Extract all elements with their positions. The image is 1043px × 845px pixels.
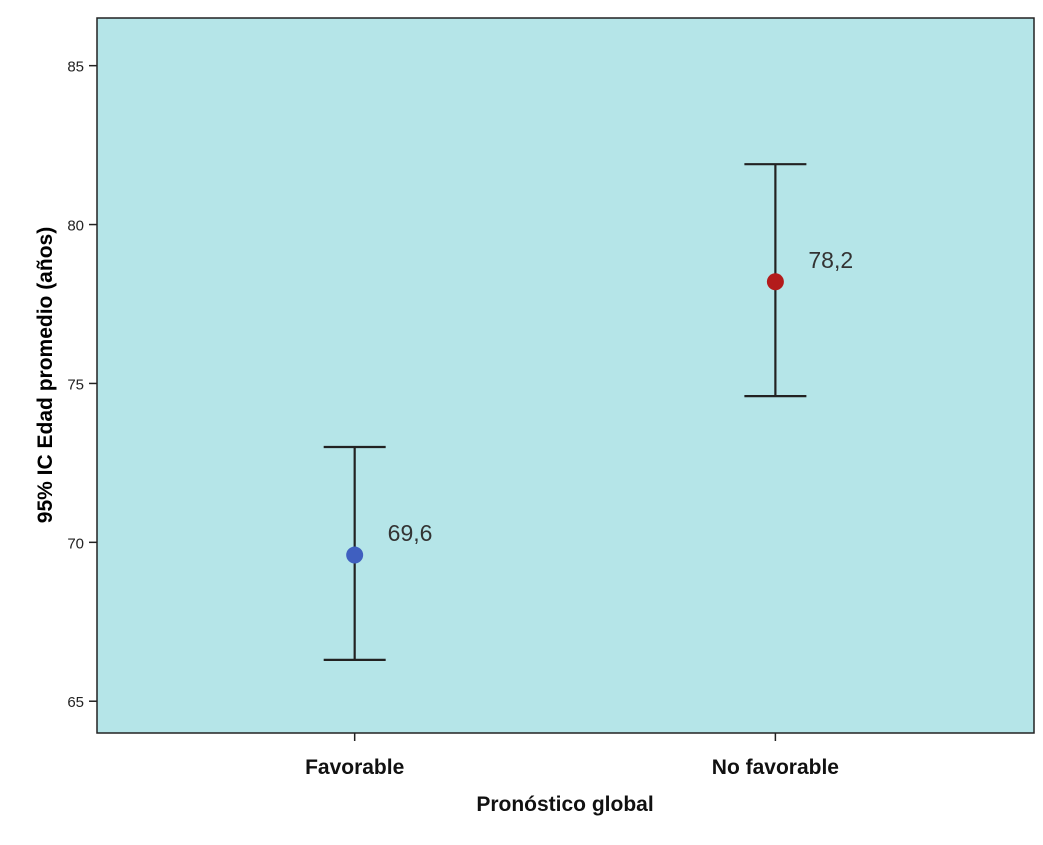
x-axis: Favorable No favorable	[305, 733, 839, 779]
plot-background	[96, 17, 1035, 734]
y-axis-label: 95% IC Edad promedio (años)	[34, 227, 57, 523]
mean-point	[766, 273, 784, 291]
y-tick-label: 85	[67, 59, 84, 76]
x-tick-label: No favorable	[712, 756, 839, 779]
mean-point	[346, 546, 364, 564]
mean-data-label: 78,2	[808, 247, 853, 273]
data-marks: 69,6 78,2	[323, 163, 853, 662]
y-tick-label: 80	[67, 218, 84, 235]
y-axis: 65 70 75 80 85	[67, 59, 97, 711]
x-tick-label: Favorable	[305, 756, 404, 779]
y-tick-label: 75	[67, 376, 84, 393]
y-tick-label: 70	[67, 535, 84, 552]
y-tick-label: 65	[67, 694, 84, 711]
x-axis-label: Pronóstico global	[476, 793, 653, 816]
mean-data-label: 69,6	[388, 520, 433, 546]
